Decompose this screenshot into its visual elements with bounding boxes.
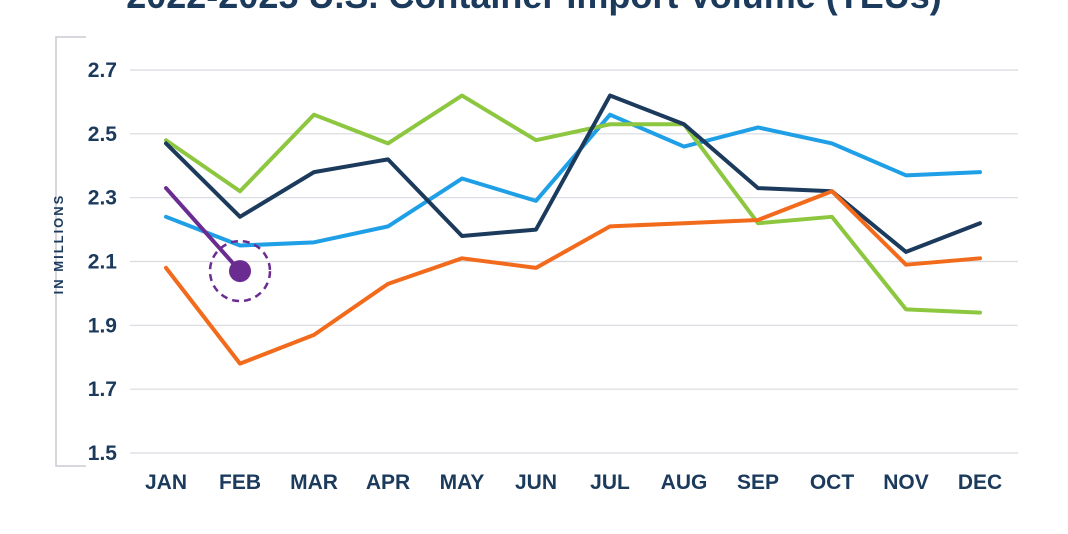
x-tick-label: JAN xyxy=(145,471,187,494)
data-series xyxy=(164,93,982,366)
y-tick-labels: 1.5 1.7 1.9 2.1 2.3 2.5 2.7 xyxy=(88,59,118,465)
chart-title: 2022-2025 U.S. Container Import Volume (… xyxy=(126,0,942,16)
y-tick-label: 2.5 xyxy=(88,123,118,146)
x-tick-label: SEP xyxy=(737,471,779,494)
y-tick-label: 1.7 xyxy=(88,378,117,401)
x-tick-label: OCT xyxy=(810,471,855,494)
gridlines xyxy=(130,69,1018,454)
y-tick-label: 1.5 xyxy=(88,442,118,465)
x-tick-label: FEB xyxy=(219,471,261,494)
y-axis-bracket xyxy=(55,36,86,467)
x-tick-label: APR xyxy=(366,471,410,494)
series-line-green xyxy=(164,93,982,315)
x-tick-labels: JAN FEB MAR APR MAY JUN JUL AUG SEP OCT NOV DEC xyxy=(145,471,1002,494)
x-tick-label: MAR xyxy=(290,471,338,494)
x-tick-label: MAY xyxy=(440,471,485,494)
x-tick-label: DEC xyxy=(958,471,1002,494)
highlight-ring xyxy=(208,239,272,303)
y-tick-label: 2.7 xyxy=(88,59,117,82)
y-tick-label: 2.1 xyxy=(88,251,118,274)
x-tick-label: JUL xyxy=(590,471,630,494)
y-axis-label: IN MILLIONS xyxy=(51,194,66,295)
y-tick-label: 2.3 xyxy=(88,187,117,210)
x-tick-label: NOV xyxy=(883,471,929,494)
x-tick-label: AUG xyxy=(661,471,708,494)
series-line-orange xyxy=(164,189,982,366)
x-tick-label: JUN xyxy=(515,471,557,494)
highlight-point xyxy=(229,260,251,283)
y-tick-label: 1.9 xyxy=(88,314,117,337)
series-line-light-blue xyxy=(164,112,982,248)
series-line-purple xyxy=(164,186,242,274)
series-line-navy xyxy=(164,93,982,254)
